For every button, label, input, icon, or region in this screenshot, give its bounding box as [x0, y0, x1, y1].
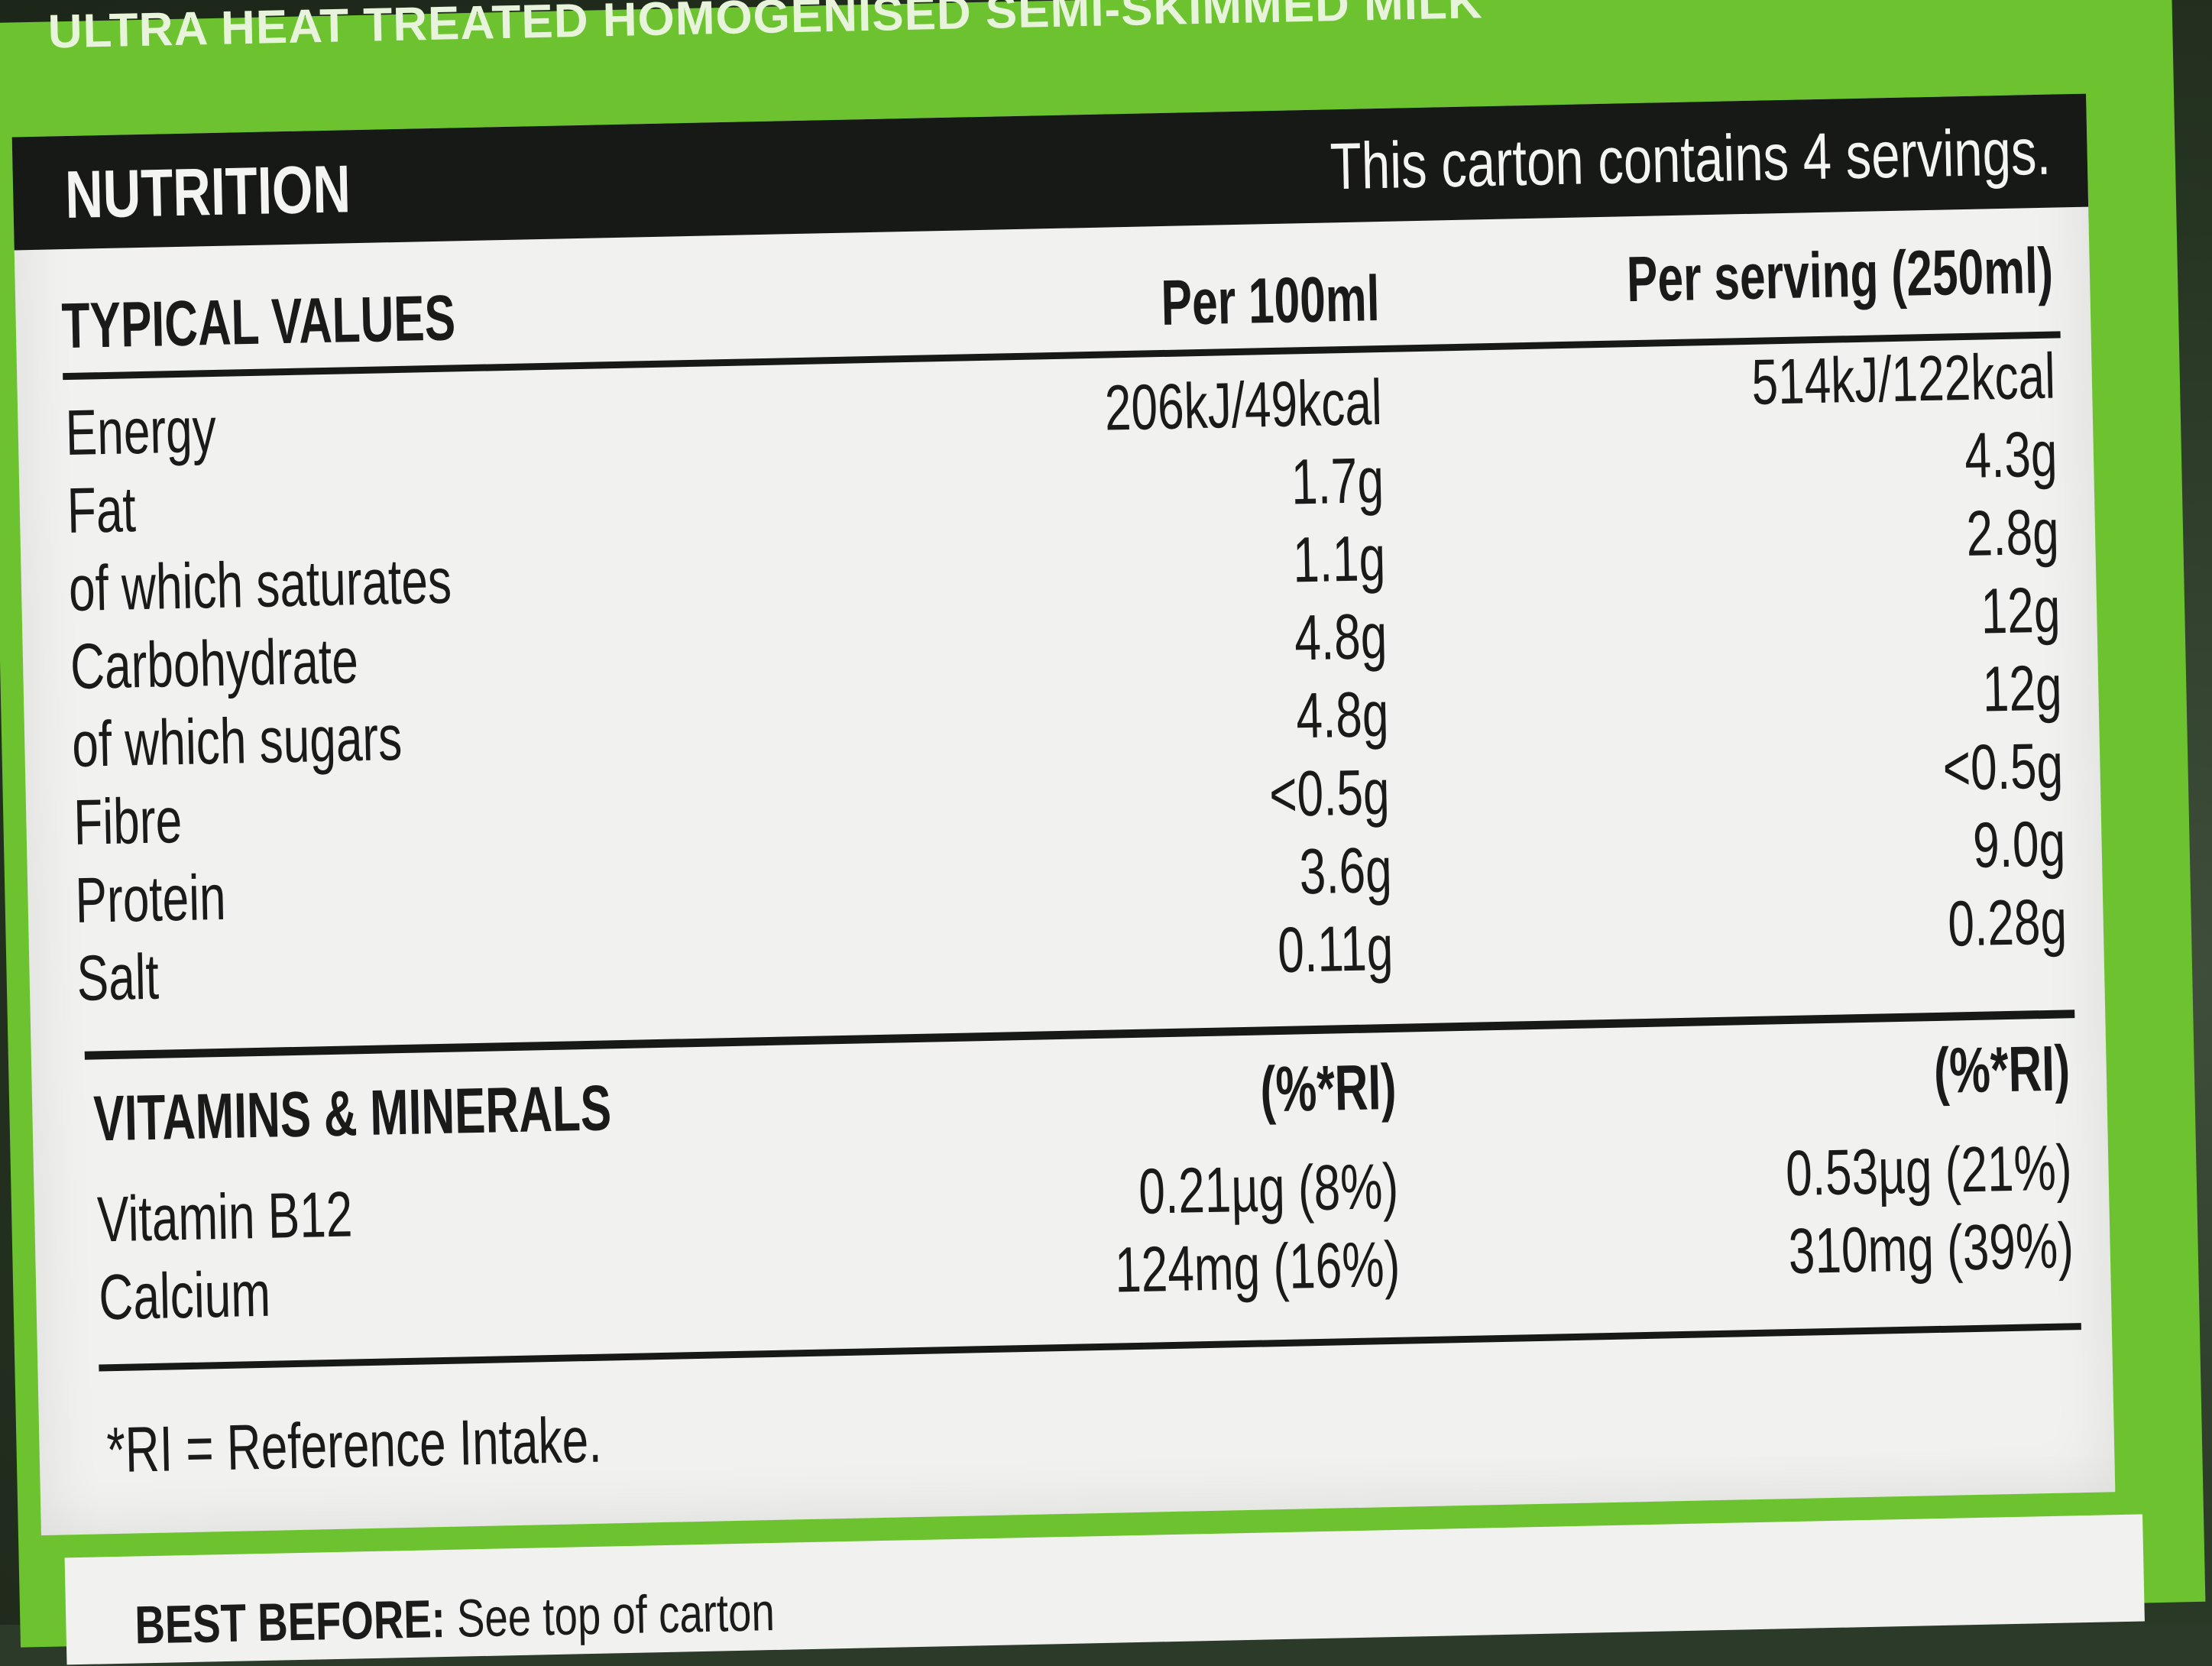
- best-before-text: BEST BEFORE: See top of carton: [134, 1581, 776, 1656]
- row-per100-carbohydrate: 4.8g: [1293, 599, 1388, 674]
- row-per100-energy: 206kJ/49kcal: [1103, 366, 1383, 444]
- product-description: ULTRA HEAT TREATED HOMOGENISED SEMI-SKIM…: [47, 0, 1484, 59]
- vitamins-divider: [99, 1323, 2081, 1372]
- nutrients-divider: [84, 1010, 2075, 1060]
- per-100ml-heading: Per 100ml: [1160, 262, 1381, 339]
- ri-per100-heading: (%*RI): [1259, 1050, 1397, 1126]
- row-serving-vitamin-b12: 0.53µg (21%): [1785, 1131, 2073, 1210]
- vitamins-minerals-heading: VITAMINS & MINERALS: [92, 1071, 612, 1155]
- row-label-protein: Protein: [74, 861, 227, 936]
- row-label-saturates: of which saturates: [68, 544, 452, 625]
- row-serving-fibre: <0.5g: [1942, 729, 2065, 804]
- row-label-carbohydrate: Carbohydrate: [70, 624, 359, 703]
- nutrition-panel: NUTRITION This carton contains 4 serving…: [11, 93, 2116, 1536]
- row-per100-calcium: 124mg (16%): [1113, 1227, 1401, 1306]
- best-before-panel: BEST BEFORE: See top of carton: [64, 1514, 2145, 1665]
- ri-serving-heading: (%*RI): [1932, 1032, 2071, 1107]
- row-per100-fat: 1.7g: [1290, 443, 1385, 518]
- row-serving-salt: 0.28g: [1947, 885, 2068, 960]
- row-label-vitamin-b12: Vitamin B12: [96, 1178, 354, 1256]
- best-before-label: BEST BEFORE:: [134, 1589, 446, 1655]
- footnote: *RI = Reference Intake.: [105, 1403, 603, 1486]
- row-label-sugars: of which sugars: [71, 701, 403, 780]
- servings-note: This carton contains 4 servings.: [1329, 115, 2052, 204]
- row-label-salt: Salt: [76, 940, 160, 1014]
- row-label-fat: Fat: [66, 473, 137, 547]
- row-serving-energy: 514kJ/122kcal: [1750, 339, 2056, 418]
- row-serving-saturates: 2.8g: [1965, 495, 2060, 570]
- typical-values-heading: TYPICAL VALUES: [60, 281, 456, 362]
- row-per100-salt: 0.11g: [1277, 911, 1394, 987]
- nutrition-title: NUTRITION: [64, 151, 351, 233]
- row-serving-carbohydrate: 12g: [1980, 573, 2061, 647]
- nutrition-header-bar: NUTRITION This carton contains 4 serving…: [11, 93, 2089, 251]
- per-serving-heading: Per serving (250ml): [1625, 234, 2054, 316]
- row-serving-calcium: 310mg (39%): [1787, 1209, 2074, 1288]
- best-before-value: See top of carton: [456, 1582, 776, 1648]
- row-serving-protein: 9.0g: [1971, 807, 2066, 881]
- row-per100-protein: 3.6g: [1298, 833, 1393, 908]
- row-label-calcium: Calcium: [98, 1257, 271, 1334]
- row-per100-vitamin-b12: 0.21µg (8%): [1137, 1149, 1399, 1227]
- row-per100-fibre: <0.5g: [1268, 755, 1391, 831]
- row-serving-sugars: 12g: [1981, 651, 2063, 725]
- row-label-energy: Energy: [64, 393, 217, 469]
- row-serving-fat: 4.3g: [1963, 417, 2058, 492]
- row-label-fibre: Fibre: [73, 784, 183, 858]
- row-per100-sugars: 4.8g: [1294, 677, 1389, 752]
- row-per100-saturates: 1.1g: [1291, 521, 1386, 596]
